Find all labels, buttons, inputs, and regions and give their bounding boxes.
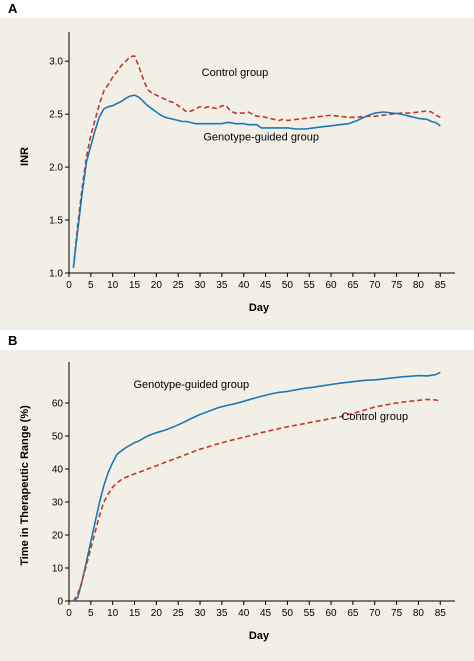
y-tick-label: 1.5 (49, 216, 63, 227)
y-tick-label: 3.0 (49, 57, 63, 68)
x-tick-label: 55 (304, 608, 316, 619)
x-tick-label: 60 (326, 608, 338, 619)
y-axis-label: INR (19, 147, 31, 166)
y-tick-label: 0 (57, 597, 63, 608)
chart-b-svg: 0 5 10 15 20 25 30 35 40 45 50 55 60 65 70 75 80 85 0 10 20 3… (19, 362, 455, 642)
series-line-control-group (72, 55, 441, 268)
series-annotation: Control group (341, 411, 408, 423)
x-tick-label: 45 (260, 280, 272, 291)
x-tick-label: 25 (173, 608, 185, 619)
y-tick-label: 1.0 (49, 269, 63, 280)
panel-b-header (0, 332, 474, 350)
x-tick-label: 35 (216, 608, 228, 619)
panel-divider (0, 330, 474, 332)
y-tick-label: 10 (52, 564, 64, 575)
x-tick-label: 55 (304, 280, 316, 291)
x-tick-label: 15 (129, 280, 141, 291)
chart-a-svg: 0 5 10 15 20 25 30 35 40 45 50 55 60 65 70 75 80 85 1.0 1.5… (19, 32, 455, 314)
x-tick-label: 30 (194, 280, 206, 291)
panel-a: A 0 5 10 15 20 25 30 35 40 45 50 55 60 65 70 75 80 85 1.0 1… (0, 0, 474, 330)
y-tick-label: 50 (52, 432, 64, 443)
x-tick-label: 35 (216, 280, 228, 291)
x-tick-label: 70 (369, 280, 381, 291)
x-tick-label: 65 (347, 608, 359, 619)
panel-a-header (0, 0, 474, 18)
series-annotation: Control group (202, 67, 269, 79)
series-line-control-group (72, 398, 441, 602)
x-tick-label: 20 (151, 280, 163, 291)
x-tick-label: 50 (282, 608, 294, 619)
series-annotation: Genotype-guided group (203, 132, 319, 144)
x-tick-label: 40 (238, 608, 250, 619)
x-tick-label: 20 (151, 608, 163, 619)
x-tick-label: 80 (413, 608, 425, 619)
series-line-genotype-guided-group (72, 94, 441, 268)
x-tick-label: 45 (260, 608, 272, 619)
x-tick-label: 75 (391, 608, 403, 619)
x-tick-label: 85 (435, 280, 447, 291)
y-tick-label: 40 (52, 465, 64, 476)
x-tick-label: 75 (391, 280, 403, 291)
series-annotation: Genotype-guided group (134, 379, 250, 391)
y-tick-label: 30 (52, 498, 64, 509)
x-tick-label: 80 (413, 280, 425, 291)
x-tick-label: 30 (194, 608, 206, 619)
x-tick-label: 40 (238, 280, 250, 291)
x-tick-label: 50 (282, 280, 294, 291)
x-tick-label: 5 (88, 608, 94, 619)
series-line-genotype-guided-group (72, 371, 441, 602)
x-tick-label: 70 (369, 608, 381, 619)
x-tick-label: 0 (66, 280, 72, 291)
x-tick-label: 15 (129, 608, 141, 619)
x-tick-label: 0 (66, 608, 72, 619)
x-tick-label: 25 (173, 280, 185, 291)
y-axis-label: Time in Therapeutic Range (%) (19, 405, 31, 566)
x-axis-label: Day (249, 630, 270, 642)
x-tick-label: 85 (435, 608, 447, 619)
x-tick-label: 5 (88, 280, 94, 291)
y-tick-label: 20 (52, 531, 64, 542)
y-tick-label: 60 (52, 399, 64, 410)
panel-a-label: A (0, 0, 30, 18)
panel-b-label: B (0, 332, 30, 350)
x-tick-label: 10 (107, 608, 119, 619)
x-tick-label: 60 (326, 280, 338, 291)
x-tick-label: 65 (347, 280, 359, 291)
y-tick-label: 2.5 (49, 110, 63, 121)
y-tick-label: 2.0 (49, 163, 63, 174)
panel-b: B 0 5 10 15 20 25 30 35 40 45 50 55 60 65 70 75 80 85 0 10 2… (0, 332, 474, 661)
x-axis-label: Day (249, 302, 270, 314)
x-tick-label: 10 (107, 280, 119, 291)
